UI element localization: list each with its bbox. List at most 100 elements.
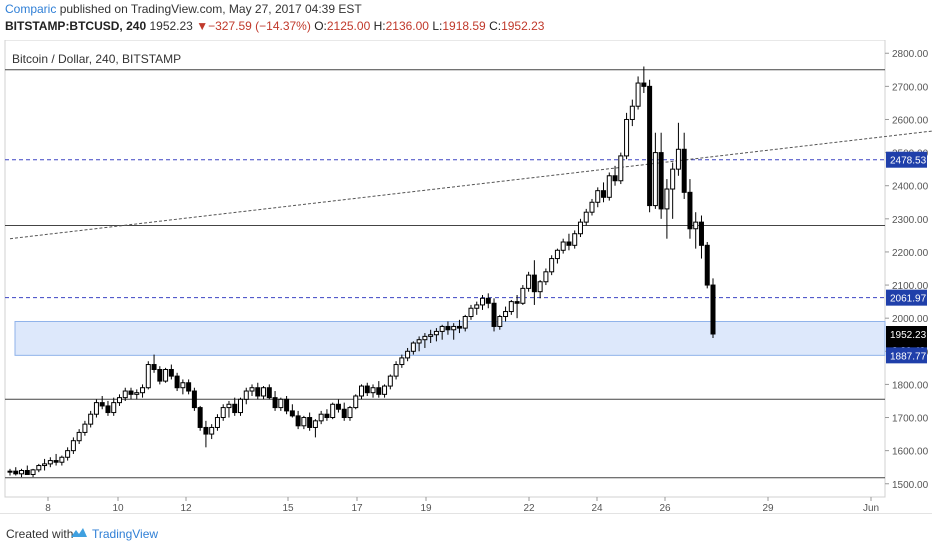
candle	[232, 397, 238, 416]
candle-body	[284, 398, 290, 412]
candle	[42, 458, 48, 471]
candle	[220, 404, 226, 421]
candle-body	[647, 85, 653, 207]
candle-body	[53, 460, 59, 463]
y-tick-label: 2800.00	[892, 49, 929, 60]
zone-price-label: 1887.77	[890, 351, 927, 362]
candle-body	[554, 249, 560, 260]
candle-body	[635, 82, 641, 107]
change-arrow-icon: ▼	[196, 19, 209, 33]
candle	[629, 99, 635, 127]
candle	[180, 379, 186, 395]
candle	[508, 299, 514, 315]
tradingview-brand-link[interactable]: TradingView	[92, 527, 159, 541]
y-tick-label: 1500.00	[892, 480, 929, 491]
candle	[416, 336, 422, 352]
candle	[647, 79, 653, 213]
x-tick-label: 26	[659, 503, 671, 513]
level-price-label: 2478.53	[890, 156, 927, 167]
candle	[497, 314, 503, 330]
level-price-label-bg	[886, 151, 927, 168]
candle	[428, 329, 434, 344]
candle-body	[514, 301, 520, 304]
candle-body	[698, 221, 704, 246]
candle-body	[526, 274, 532, 289]
candle-body	[537, 281, 543, 293]
candle	[318, 410, 324, 425]
x-tick-label: 29	[762, 503, 774, 513]
candle	[335, 399, 341, 413]
candle-body	[295, 415, 301, 427]
candle	[295, 410, 301, 430]
candle	[105, 400, 111, 416]
candle-body	[439, 325, 445, 332]
candle	[140, 384, 146, 398]
x-axis: 8 10 12 15 17 19 22 24 26 29 Jun	[45, 497, 879, 513]
x-tick-label: 8	[45, 503, 51, 513]
candle-body	[220, 407, 226, 419]
candle-body	[618, 155, 624, 182]
candle	[209, 424, 215, 440]
candle	[36, 463, 42, 473]
candle	[53, 453, 59, 466]
price-chart[interactable]: Bitcoin / Dollar, 240, BITSTAMP 1500.00 1…	[0, 40, 932, 513]
candle	[382, 384, 388, 398]
candle	[145, 361, 151, 390]
high-label: H:	[373, 19, 386, 33]
y-tick-label: 2400.00	[892, 182, 929, 193]
candle	[30, 468, 36, 478]
candle	[693, 212, 699, 249]
candle	[624, 112, 630, 160]
candle-body	[370, 387, 376, 394]
candle-body	[145, 364, 151, 389]
candle	[422, 333, 428, 348]
candle	[641, 66, 647, 93]
candle-body	[577, 221, 583, 235]
candle-body	[82, 423, 88, 433]
x-tick-label: 24	[591, 503, 603, 513]
candle	[537, 280, 543, 299]
candle-body	[214, 417, 220, 428]
candle-body	[122, 390, 128, 399]
candle-body	[543, 271, 549, 283]
candle-body	[468, 307, 474, 318]
candle	[341, 402, 347, 421]
last-price-text: 1952.23	[149, 19, 193, 33]
candle-body	[560, 241, 566, 251]
candle-body	[99, 402, 105, 407]
candle-body	[42, 463, 48, 467]
candle	[122, 387, 128, 401]
candle	[543, 268, 549, 286]
close-value: 1952.23	[501, 19, 545, 33]
candle	[59, 455, 65, 466]
candle	[583, 208, 589, 226]
x-tick-label: 10	[112, 503, 124, 513]
candle-body	[76, 431, 82, 442]
candle	[376, 381, 382, 398]
candle	[186, 379, 192, 395]
candle	[24, 465, 30, 475]
candle-body	[451, 325, 457, 331]
candle-body	[47, 460, 53, 465]
candle	[462, 314, 468, 332]
candle	[520, 285, 526, 305]
candle	[589, 198, 595, 216]
candle	[255, 382, 261, 400]
candle-body	[272, 397, 278, 409]
publish-line: Comparic published on TradingView.com, M…	[5, 2, 362, 16]
candle-body	[191, 390, 197, 409]
candle-body	[70, 440, 76, 452]
candle-body	[330, 403, 336, 419]
candle	[203, 420, 209, 448]
candle-body	[203, 426, 209, 435]
candle	[606, 172, 612, 201]
author-link[interactable]: Comparic	[5, 2, 57, 16]
candle-body	[480, 297, 486, 306]
candle-body	[243, 390, 249, 400]
candle-body	[13, 470, 19, 475]
candles-layer	[7, 66, 716, 478]
candle-body	[261, 387, 267, 397]
x-tick-label: 22	[523, 503, 535, 513]
y-tick-label: 2300.00	[892, 215, 929, 226]
